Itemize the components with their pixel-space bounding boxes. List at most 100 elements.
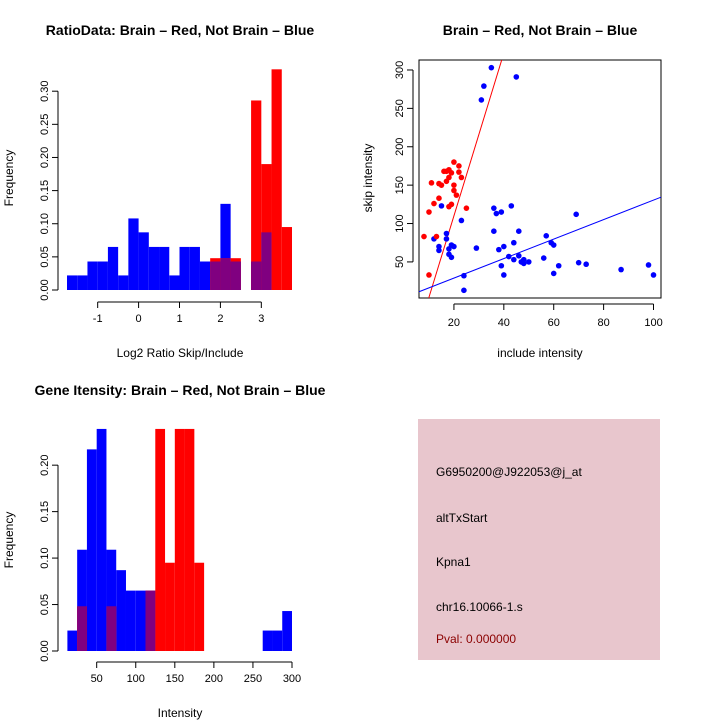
brain-point — [428, 180, 435, 186]
brain-point — [458, 174, 465, 181]
scatter-y-tick-label: 200 — [394, 138, 406, 156]
gene-hist-red-bar — [165, 562, 175, 651]
not-brain-point — [543, 233, 550, 239]
not-brain-point — [443, 236, 450, 242]
not-brain-point — [501, 243, 507, 250]
gene-histogram-panel: Gene Itensity: Brain – Red, Not Brain – … — [2, 382, 326, 720]
ratio-hist-blue-bar — [189, 246, 200, 290]
pval-text: Pval: 0.000000 — [436, 632, 517, 646]
not-brain-point — [438, 203, 445, 209]
ratio-hist-overlap-bar — [220, 258, 231, 290]
ratio-hist-blue-bar — [169, 275, 180, 290]
not-brain-point — [520, 260, 527, 267]
ratio-hist-red-bar — [281, 227, 292, 290]
not-brain-point — [488, 64, 495, 71]
ratio-hist-y-tick-label: 0.30 — [39, 80, 51, 101]
gene-hist-red-bar — [184, 428, 195, 651]
gene-hist-y-tick-label: 0.20 — [39, 454, 51, 475]
ratio-hist-overlap-bar — [230, 261, 241, 290]
not-brain-point — [448, 254, 455, 261]
gene-hist-blue-bar — [135, 590, 146, 651]
not-brain-point — [645, 262, 652, 268]
ratio-hist-y-tick-label: 0.15 — [39, 180, 51, 201]
gene-hist-blue-bar — [272, 630, 283, 651]
not-brain-point — [525, 259, 532, 265]
scatter-x-tick-label: 60 — [548, 317, 560, 329]
not-brain-point — [575, 259, 582, 266]
gene-hist-overlap-bar — [77, 606, 87, 651]
not-brain-point — [496, 246, 502, 253]
gene-hist-x-tick-label: 250 — [244, 673, 262, 685]
ratio-hist-blue-bar — [87, 261, 98, 290]
scatter-panel: Brain – Red, Not Brain – Blue 20 40 60 80 10… — [361, 22, 663, 360]
scatter-ylabel: skip intensity — [361, 144, 375, 213]
not-brain-point — [498, 209, 505, 215]
ratio-hist-red-bar — [261, 164, 272, 290]
ratio-hist-blue-bar — [77, 275, 88, 290]
scatter-x-tick-label: 80 — [597, 317, 609, 329]
ratio-hist-blue-bar — [107, 246, 119, 290]
event-type: altTxStart — [436, 511, 488, 525]
scatter-y-tick-label: 100 — [394, 214, 406, 232]
ratio-hist-blue-bar — [118, 275, 129, 290]
brain-point — [456, 163, 462, 169]
ratio-hist-blue-bar — [97, 261, 108, 290]
ratio-hist-blue-bar — [128, 218, 139, 290]
brain-point — [451, 182, 457, 188]
not-brain-point — [618, 266, 624, 273]
info-panel: G6950200@J922053@j_at altTxStart Kpna1 c… — [418, 419, 660, 660]
ratio-hist-x-tick-label: 0 — [136, 313, 142, 325]
scatter-points — [421, 64, 657, 294]
ratio-histogram-bars — [67, 69, 292, 290]
not-brain-point — [473, 245, 480, 251]
probe-id: G6950200@J922053@j_at — [436, 465, 582, 479]
ratio-histogram-axes: -1 0 1 2 3 0.00 0.05 0.10 0.15 0.20 0.25 0.30 — [39, 80, 264, 325]
not-brain-point — [461, 287, 467, 294]
gene-hist-blue-bar — [262, 630, 273, 651]
brain-point — [451, 159, 457, 165]
not-brain-point — [550, 242, 557, 248]
not-brain-point — [443, 230, 450, 237]
brain-point — [436, 195, 442, 201]
ratio-hist-blue-bar — [199, 261, 211, 290]
gene-hist-red-bar — [194, 562, 205, 651]
ratio-hist-y-tick-label: 0.25 — [39, 114, 51, 135]
ratio-hist-y-tick-label: 0.05 — [39, 246, 51, 267]
ratio-hist-y-tick-label: 0.10 — [39, 213, 51, 234]
gene-hist-y-tick-label: 0.10 — [39, 547, 51, 568]
not-brain-point — [511, 239, 517, 246]
not-brain-point — [451, 243, 457, 250]
not-brain-point — [461, 272, 467, 279]
gene-hist-blue-bar — [77, 549, 87, 651]
gene-hist-x-tick-label: 150 — [166, 673, 184, 685]
not-brain-point — [550, 270, 557, 277]
not-brain-point — [573, 211, 579, 218]
gene-histogram-axes: 50 100 150 200 250 300 0.00 0.05 0.10 0.15 0.20 — [39, 454, 301, 685]
not-brain-point — [491, 205, 497, 211]
gene-hist-red-bar — [155, 428, 166, 651]
ratio-hist-x-tick-label: -1 — [93, 313, 103, 325]
scatter-y-tick-label: 50 — [394, 256, 406, 268]
brain-point — [446, 174, 452, 181]
genomic-location: chr16.10066-1.s — [436, 600, 523, 614]
ratio-hist-red-bar — [271, 69, 282, 290]
brain-regression-line — [428, 59, 503, 299]
brain-point — [463, 205, 470, 211]
not-brain-point — [481, 83, 487, 89]
not-brain-point — [493, 210, 500, 217]
not-brain-point — [555, 262, 562, 269]
gene-hist-overlap-bar — [145, 590, 156, 651]
not-brain-point — [583, 261, 589, 268]
not-brain-point — [511, 256, 517, 263]
gene-hist-blue-bar — [106, 549, 117, 651]
ratio-hist-blue-bar — [220, 203, 231, 290]
brain-point — [421, 233, 427, 240]
gene-hist-red-bar — [174, 428, 185, 651]
scatter-regression-lines — [418, 59, 662, 299]
ratio-hist-blue-bar — [179, 246, 190, 290]
scatter-x-tick-label: 40 — [498, 317, 510, 329]
not-brain-point — [436, 247, 442, 254]
brain-point — [426, 209, 432, 215]
gene-hist-blue-bar — [96, 428, 107, 651]
